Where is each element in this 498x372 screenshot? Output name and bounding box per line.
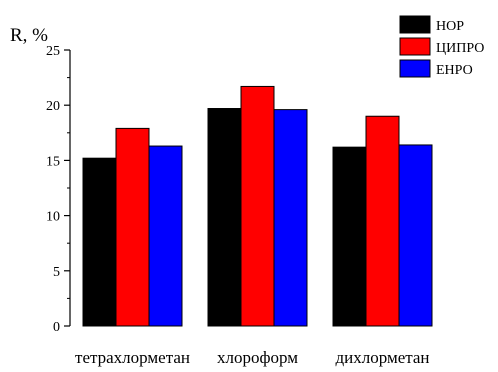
legend: НОР ЦИПРО ЕНРО [395,11,498,83]
bar-3-1 [148,145,183,327]
axis-layer: 0 5 10 15 20 25 тетрахлорметан хлороформ дихлор… [46,44,430,367]
x-labels: тетрахлорметан хлороформ дихлорметан [75,348,430,367]
legend-entry-label: НОР [436,19,464,34]
y-tick-label: 20 [46,99,60,114]
y-tick-label: 0 [53,320,60,335]
legend-swatch [399,59,431,78]
y-ticks: 0 5 10 15 20 25 [46,44,70,335]
x-category-label: тетрахлорметан [75,348,190,367]
y-tick-label: 5 [53,265,60,280]
bar-2-1 [115,127,150,327]
y-tick-label: 25 [46,44,60,59]
x-category-label: хлороформ [217,348,298,367]
legend-swatch [399,37,431,56]
bars-layer [82,85,433,327]
bar-3-3 [398,144,433,327]
legend-entry-label: ЕНРО [436,63,473,78]
y-tick-label: 10 [46,210,60,225]
x-category-label: дихлорметан [335,348,429,367]
bar-1-2 [207,108,242,327]
legend-entry-label: ЦИПРО [436,41,484,56]
legend-swatch [399,15,431,34]
bar-1-1 [82,157,117,327]
y-tick-label: 15 [46,154,60,169]
y-axis-label: R, % [10,25,48,46]
bar-2-3 [365,115,400,327]
bar-1-3 [332,146,367,327]
bar-2-2 [240,85,275,327]
bar-3-2 [273,109,308,327]
